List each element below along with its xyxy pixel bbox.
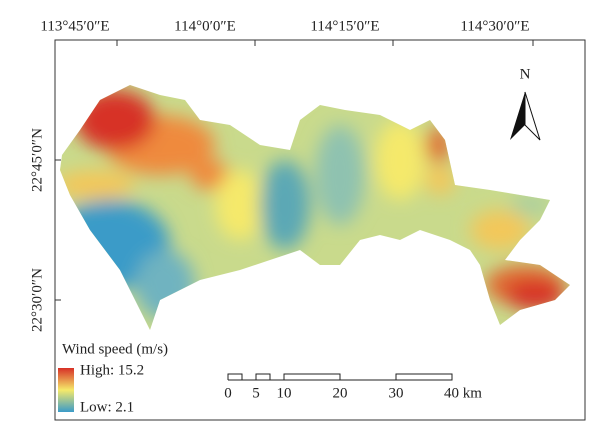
legend-ramp [58,368,74,412]
legend-title: Wind speed (m/s) [62,341,168,357]
scale-label: 10 [277,385,292,401]
north-label: N [520,66,531,82]
scale-label: 20 [333,385,348,401]
scale-labels: 0 5 10 20 30 40 km [224,385,482,401]
longitude-label: 114°30′0″E [460,18,529,34]
latitude-labels: 22°45′0″N 22°30′0″N [29,128,45,332]
latitude-label: 22°45′0″N [29,128,45,192]
scale-label: 30 [389,385,404,401]
longitude-label: 113°45′0″E [40,18,109,34]
scale-label: 0 [224,385,232,401]
north-arrow: N [510,66,541,141]
scale-label: 5 [252,385,260,401]
longitude-labels: 113°45′0″E 114°0′0″E 114°15′0″E 114°30′0″E [40,18,529,34]
legend: Wind speed (m/s) High: 15.2 Low: 2.1 [58,341,168,415]
legend-low: Low: 2.1 [80,399,134,415]
latitude-label: 22°30′0″N [29,268,45,332]
scale-label: 40 km [444,385,482,401]
longitude-label: 114°0′0″E [174,18,236,34]
longitude-label: 114°15′0″E [310,18,379,34]
legend-high: High: 15.2 [80,362,144,378]
wind-speed-surface [60,85,570,330]
map-frame [54,39,586,421]
scale-bar [227,373,453,381]
graticule-ticks [55,40,534,301]
